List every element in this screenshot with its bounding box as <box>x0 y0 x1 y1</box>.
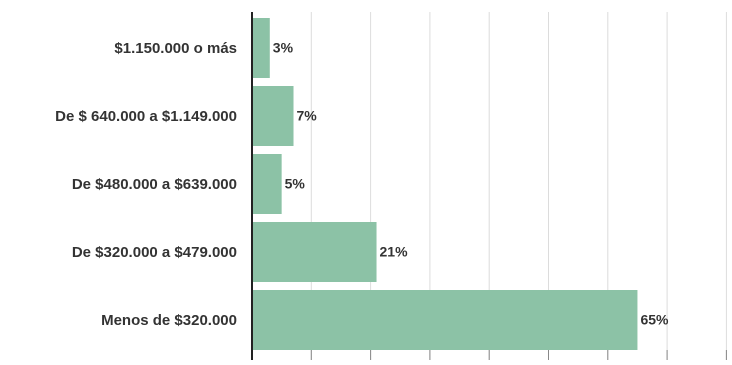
value-label: 21% <box>380 244 409 260</box>
value-label: 65% <box>640 312 669 328</box>
value-label: 3% <box>273 40 294 56</box>
label-layer: $1.150.000 o más 3% De $ 640.000 a $1.149.… <box>55 40 669 329</box>
value-label: 5% <box>285 176 306 192</box>
category-label: De $320.000 a $479.000 <box>72 244 237 261</box>
bar <box>252 154 282 214</box>
category-label: $1.150.000 o más <box>114 40 237 57</box>
category-label: De $ 640.000 a $1.149.000 <box>55 108 237 125</box>
category-label: De $480.000 a $639.000 <box>72 176 237 193</box>
bar <box>252 18 270 78</box>
bar-layer <box>252 18 638 350</box>
bar <box>252 222 377 282</box>
value-label: 7% <box>297 108 318 124</box>
bar <box>252 290 638 350</box>
grid-layer <box>310 12 727 360</box>
bar <box>252 86 294 146</box>
category-label: Menos de $320.000 <box>101 312 237 329</box>
